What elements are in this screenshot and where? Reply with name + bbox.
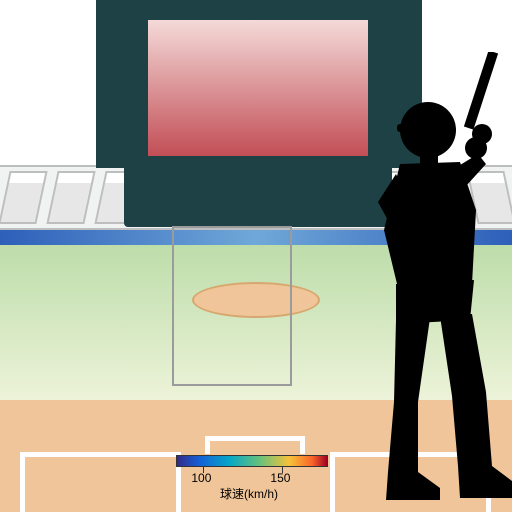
batter-silhouette: [300, 52, 512, 512]
legend-title: 球速(km/h): [220, 485, 278, 502]
batter-box-line: [205, 436, 305, 441]
batter-box-line: [20, 452, 180, 457]
batter-box-line: [205, 436, 210, 454]
legend-tick-label: 150: [270, 471, 290, 485]
legend-tick-label: 100: [191, 471, 211, 485]
strike-zone: [172, 226, 292, 386]
batter-box-line: [20, 452, 25, 512]
pitch-location-scene: 100 150 球速(km/h): [0, 0, 512, 512]
